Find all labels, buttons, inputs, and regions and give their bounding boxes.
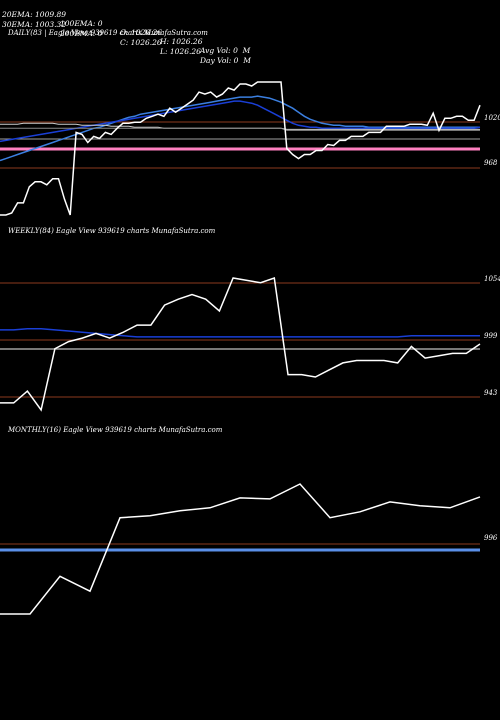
weekly-title: WEEKLY(84) Eagle View 939619 charts Muna…	[8, 227, 216, 235]
daily-title: DAILY(83 | Eagle View 939619 charts Muna…	[7, 29, 208, 37]
close-label: C: 1026.26	[120, 38, 162, 47]
weekly-price-line	[0, 276, 481, 412]
weekly-panel: WEEKLY(84) Eagle View 939619 charts Muna…	[0, 227, 500, 412]
daily-price-line	[0, 81, 481, 216]
ema30-label: 30EMA: 1003.32	[2, 20, 67, 29]
monthly-price-line	[0, 483, 481, 615]
daily-panel: DAILY(83 | Eagle View 939619 charts Muna…	[0, 29, 500, 216]
weekly-level-label-1: 1054	[484, 275, 500, 283]
header-row-1: 20EMA: 1009.89 100EMA: 0 O: 1026.26 H: 1…	[2, 1, 250, 55]
monthly-title: MONTHLY(16) Eagle View 939619 charts Mun…	[7, 426, 223, 434]
ema20-label: 20EMA: 1009.89	[2, 10, 67, 19]
daily-level-label-upper: 1020	[484, 114, 500, 122]
ema200-label: 200EMA: 0	[60, 29, 103, 38]
daily-ema-series-dark	[0, 100, 481, 143]
low-label: L: 1026.26	[160, 47, 201, 56]
avg-vol-label: Avg Vol: 0 M	[200, 46, 251, 55]
weekly-ema-series	[0, 327, 480, 338]
high-label: H: 1026.26	[160, 37, 203, 46]
header-row-2: 30EMA: 1003.32 200EMA: 0 C: 1026.26 L: 1…	[2, 11, 251, 65]
weekly-level-label-3: 943	[484, 389, 498, 397]
daily-ema-gray-2	[0, 127, 480, 131]
day-vol-label: Day Vol: 0 M	[200, 56, 251, 65]
daily-level-label-lower: 968	[484, 159, 498, 167]
open-label: O: 1026.26	[120, 28, 163, 37]
weekly-level-label-2: 999	[484, 332, 498, 340]
ema100-label: 100EMA: 0	[60, 19, 103, 28]
monthly-level-label: 996	[484, 534, 498, 542]
monthly-panel: MONTHLY(16) Eagle View 939619 charts Mun…	[0, 426, 498, 615]
